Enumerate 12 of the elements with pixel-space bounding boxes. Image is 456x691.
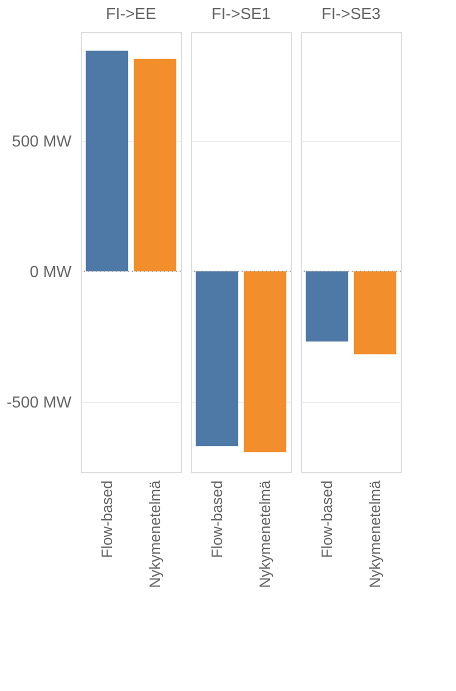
x-tick-label: Nykymenetelmä bbox=[147, 480, 164, 588]
y-tick-label: 500 MW bbox=[12, 133, 72, 150]
x-tick-label: Nykymenetelmä bbox=[367, 480, 384, 588]
x-tick-label: Nykymenetelmä bbox=[257, 480, 274, 588]
x-tick-label: Flow-based bbox=[98, 480, 116, 558]
y-tick-label: -500 MW bbox=[6, 394, 72, 412]
chart-title: FI->SE3 bbox=[321, 6, 381, 23]
x-tick-label: Flow-based bbox=[318, 480, 336, 558]
y-tick-label: 0 MW bbox=[30, 264, 72, 281]
chart-title: FI->EE bbox=[106, 6, 156, 23]
x-tick-label: Flow-based bbox=[208, 480, 226, 558]
chart-title: FI->SE1 bbox=[211, 6, 271, 23]
